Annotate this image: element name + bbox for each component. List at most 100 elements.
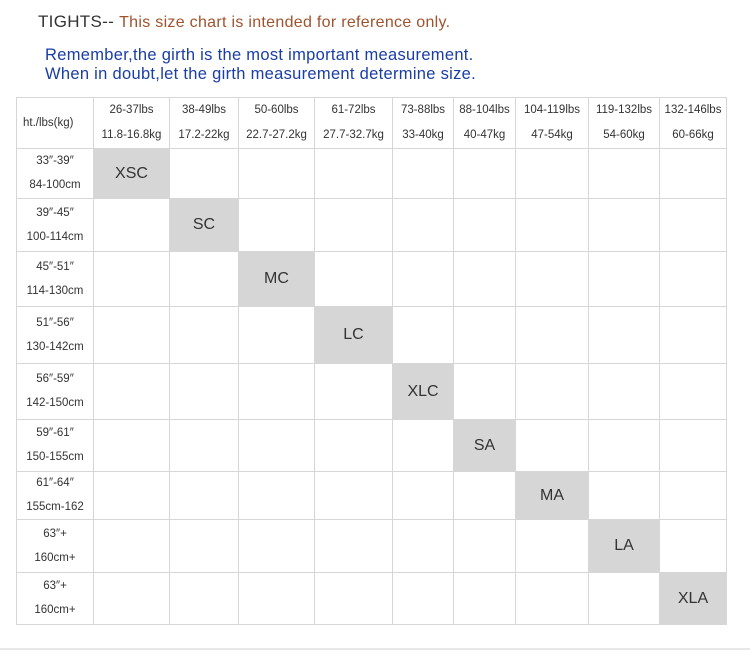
height-row-header: 33″-39″ 84-100cm (16, 148, 94, 199)
empty-cell (169, 471, 239, 520)
weight-kg-label: 22.7-27.2kg (246, 129, 307, 141)
weight-column-header: 104-119lbs 47-54kg (515, 97, 589, 149)
empty-cell (659, 471, 727, 520)
empty-cell (453, 198, 516, 252)
empty-cell (314, 251, 393, 307)
weight-lbs-label: 132-146lbs (664, 104, 722, 116)
empty-cell (392, 198, 454, 252)
weight-lbs-label: 38-49lbs (181, 104, 227, 116)
empty-cell (314, 572, 393, 625)
empty-cell (588, 419, 660, 472)
empty-cell (515, 148, 589, 199)
empty-cell (238, 471, 315, 520)
empty-cell (238, 572, 315, 625)
table-row: 61″-64″ 155cm-162 MA (16, 471, 727, 520)
weight-lbs-label: 50-60lbs (254, 104, 299, 116)
bottom-divider (0, 648, 750, 650)
height-cm-label: 160cm+ (34, 604, 76, 616)
weight-column-header: 61-72lbs 27.7-32.7kg (314, 97, 393, 149)
size-label-cell: XLA (659, 572, 727, 625)
empty-cell (392, 306, 454, 364)
empty-cell (238, 363, 315, 420)
empty-cell (392, 419, 454, 472)
table-row: 51″-56″ 130-142cm LC (16, 306, 727, 364)
size-label-cell: LC (314, 306, 393, 364)
empty-cell (588, 198, 660, 252)
empty-cell (515, 419, 589, 472)
height-row-header: 39″-45″ 100-114cm (16, 198, 94, 252)
weight-kg-label: 40-47kg (463, 129, 506, 141)
empty-cell (314, 363, 393, 420)
advice-line-1: Remember,the girth is the most important… (45, 46, 474, 64)
empty-cell (238, 148, 315, 199)
empty-cell (314, 471, 393, 520)
empty-cell (515, 306, 589, 364)
empty-cell (392, 519, 454, 573)
empty-cell (515, 572, 589, 625)
empty-cell (169, 306, 239, 364)
girth-advice: Remember,the girth is the most important… (45, 46, 476, 84)
empty-cell (659, 363, 727, 420)
empty-cell (93, 198, 170, 252)
empty-cell (238, 198, 315, 252)
empty-cell (314, 198, 393, 252)
weight-kg-label: 27.7-32.7kg (323, 129, 384, 141)
empty-cell (93, 306, 170, 364)
empty-cell (93, 363, 170, 420)
height-row-header: 63″+ 160cm+ (16, 519, 94, 573)
empty-cell (588, 251, 660, 307)
empty-cell (93, 519, 170, 573)
table-row: 59″-61″ 150-155cm SA (16, 419, 727, 472)
weight-kg-label: 11.8-16.8kg (101, 129, 162, 141)
empty-cell (314, 419, 393, 472)
weight-lbs-label: 88-104lbs (459, 104, 510, 116)
size-label-cell: MC (238, 251, 315, 307)
empty-cell (238, 519, 315, 573)
height-cm-label: 142-150cm (26, 397, 84, 409)
empty-cell (453, 306, 516, 364)
empty-cell (453, 519, 516, 573)
empty-cell (453, 471, 516, 520)
table-row: 33″-39″ 84-100cm XSC (16, 148, 727, 199)
weight-column-header: 50-60lbs 22.7-27.2kg (238, 97, 315, 149)
empty-cell (169, 148, 239, 199)
empty-cell (588, 572, 660, 625)
table-row: 63″+ 160cm+ XLA (16, 572, 727, 625)
size-label-cell: SC (169, 198, 239, 252)
height-row-header: 45″-51″ 114-130cm (16, 251, 94, 307)
height-cm-label: 114-130cm (26, 284, 84, 297)
weight-lbs-label: 26-37lbs (109, 104, 154, 116)
weight-kg-label: 33-40kg (402, 129, 444, 141)
table-row: 39″-45″ 100-114cm SC (16, 198, 727, 252)
height-inches-label: 63″+ (43, 580, 67, 592)
size-label-cell: MA (515, 471, 589, 520)
empty-cell (515, 198, 589, 252)
height-row-header: 59″-61″ 150-155cm (16, 419, 94, 472)
height-row-header: 63″+ 160cm+ (16, 572, 94, 625)
height-inches-label: 63″+ (43, 527, 67, 540)
empty-cell (659, 306, 727, 364)
weight-lbs-label: 119-132lbs (595, 104, 653, 116)
weight-lbs-label: 73-88lbs (400, 104, 446, 116)
header-row: ht./lbs(kg) 26-37lbs 11.8-16.8kg 38-49lbs 1… (16, 97, 727, 149)
empty-cell (93, 471, 170, 520)
empty-cell (93, 572, 170, 625)
empty-cell (659, 419, 727, 472)
empty-cell (392, 471, 454, 520)
empty-cell (93, 419, 170, 472)
size-label-cell: SA (453, 419, 516, 472)
empty-cell (392, 572, 454, 625)
empty-cell (392, 251, 454, 307)
corner-label: ht./lbs(kg) (23, 117, 74, 129)
weight-column-header: 132-146lbs 60-66kg (659, 97, 727, 149)
empty-cell (238, 306, 315, 364)
advice-line-2: When in doubt,let the girth measurement … (45, 65, 477, 83)
empty-cell (659, 519, 727, 573)
table-row: 56″-59″ 142-150cm XLC (16, 363, 727, 420)
product-title: TIGHTS-- (38, 12, 115, 31)
empty-cell (453, 251, 516, 307)
weight-lbs-label: 61-72lbs (331, 104, 376, 116)
table-row: 45″-51″ 114-130cm MC (16, 251, 727, 307)
weight-column-header: 73-88lbs 33-40kg (392, 97, 454, 149)
empty-cell (659, 198, 727, 252)
